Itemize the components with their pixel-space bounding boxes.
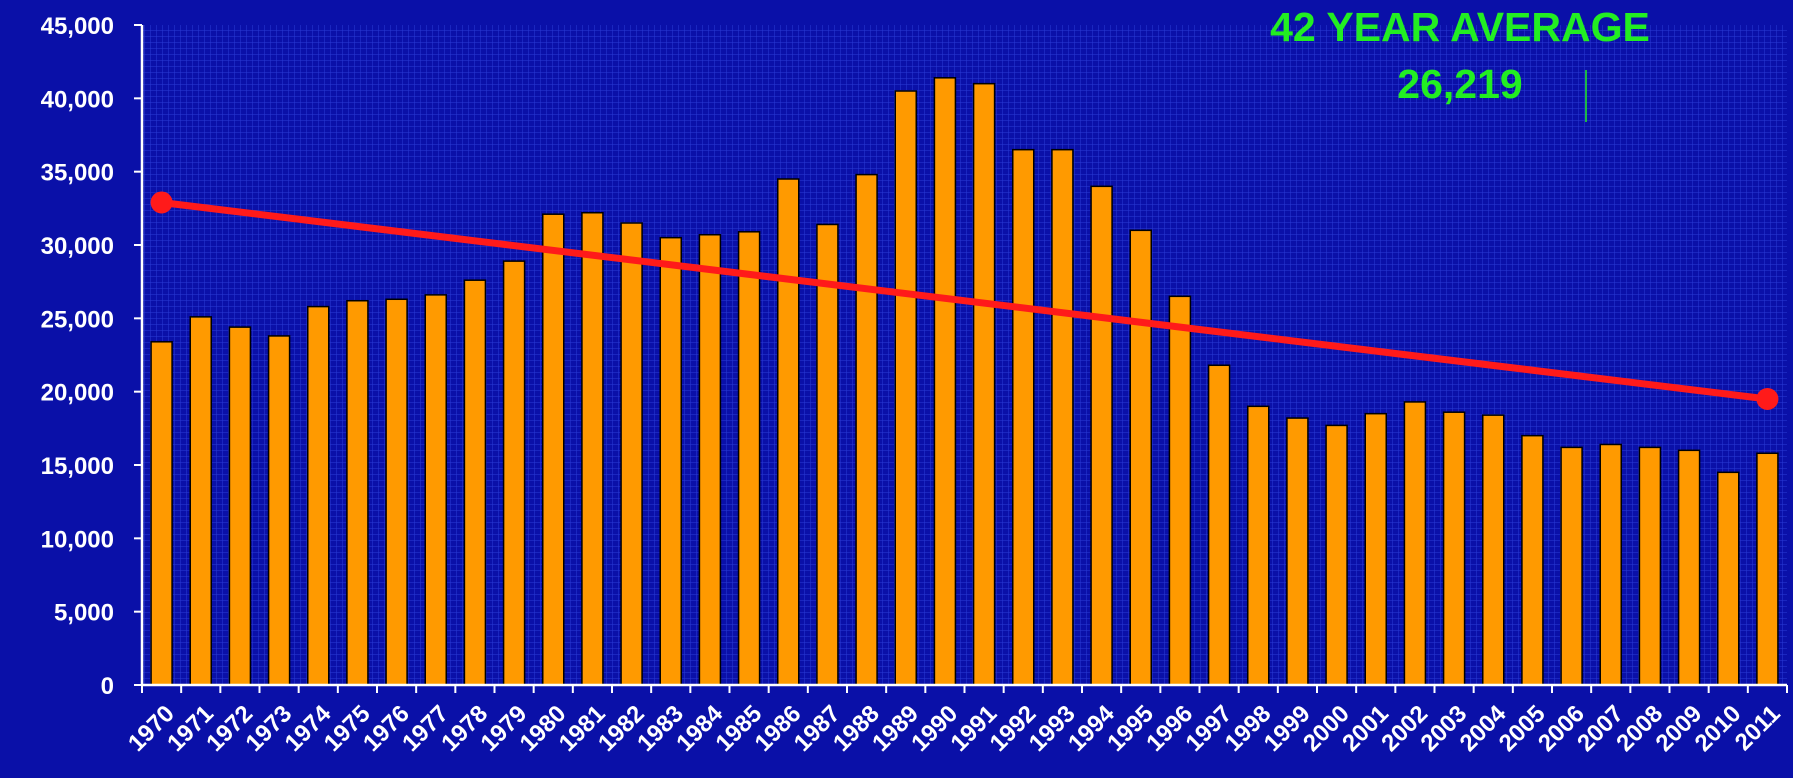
bar-1981 [581, 211, 604, 686]
bar-1980 [542, 213, 565, 686]
bar-1983 [659, 236, 682, 686]
bar-1974 [307, 305, 330, 686]
bar-2005 [1521, 434, 1544, 686]
axes [140, 25, 1788, 693]
bar-1977 [424, 294, 447, 686]
average-annotation: 42 YEAR AVERAGE 26,219 [1270, 4, 1650, 122]
bar-1985 [737, 231, 761, 686]
bar-2010 [1717, 471, 1740, 686]
y-tick-label: 45,000 [41, 13, 114, 40]
bar-1990 [933, 77, 957, 686]
bar-1971 [189, 316, 212, 686]
bar-1993 [1051, 148, 1074, 686]
bar-1994 [1090, 185, 1113, 686]
average-value: 26,219 [1397, 61, 1522, 107]
bar-1984 [698, 233, 722, 686]
y-tick-label: 25,000 [41, 306, 114, 333]
bar-2003 [1442, 411, 1466, 686]
bar-1988 [855, 173, 878, 686]
trend-line [150, 191, 1779, 410]
bar-2006 [1560, 446, 1583, 686]
bar-1986 [777, 178, 800, 686]
bar-2007 [1599, 443, 1622, 686]
bar-1987 [816, 223, 839, 686]
bar-2001 [1364, 412, 1387, 686]
plot-grid [142, 25, 1787, 685]
y-tick-label: 5,000 [54, 600, 114, 627]
bar-2004 [1482, 414, 1505, 686]
bar-1982 [620, 222, 643, 686]
bar-2011 [1756, 452, 1779, 686]
bar-1996 [1168, 295, 1192, 686]
trend-end-point [1756, 388, 1779, 410]
bar-1976 [385, 298, 408, 686]
average-label: 42 YEAR AVERAGE [1270, 4, 1650, 50]
y-tick-label: 15,000 [41, 453, 114, 480]
bar-2008 [1638, 446, 1662, 686]
bar-1999 [1286, 417, 1309, 686]
y-tick-label: 0 [101, 673, 114, 700]
bar-1991 [972, 82, 996, 686]
bar-1997 [1207, 364, 1231, 686]
bar-2000 [1325, 424, 1348, 686]
bar-2009 [1677, 449, 1701, 686]
y-axis-ticks: 0 5,000 10,000 15,000 20,000 25,000 30,000 35,0… [41, 13, 142, 700]
bar-1995 [1129, 229, 1152, 686]
y-tick-label: 30,000 [41, 233, 114, 260]
bar-1978 [463, 279, 487, 686]
bar-1979 [502, 260, 526, 686]
bar-2002 [1403, 401, 1427, 686]
bar-1989 [894, 90, 917, 686]
y-tick-label: 20,000 [41, 380, 114, 407]
trend-line-segment [158, 198, 1771, 403]
y-tick-label: 40,000 [41, 86, 114, 113]
bars [150, 77, 1779, 686]
bar-1975 [346, 299, 369, 686]
bar-1992 [1012, 148, 1035, 686]
trend-start-point [150, 191, 173, 214]
bar-1972 [228, 326, 252, 686]
y-tick-label: 35,000 [41, 160, 114, 187]
bar-1973 [267, 335, 291, 686]
bar-1970 [150, 341, 173, 686]
bar-1998 [1247, 405, 1270, 686]
y-tick-label: 10,000 [41, 526, 114, 553]
